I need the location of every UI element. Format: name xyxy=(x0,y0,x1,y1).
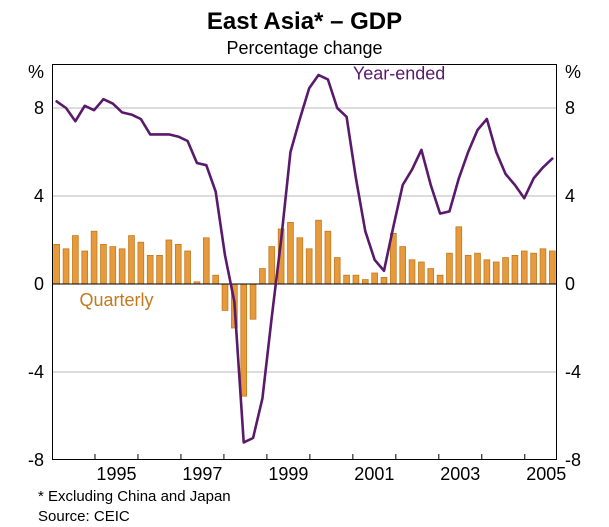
footnote-text: * Excluding China and Japan xyxy=(38,488,231,505)
y-tick-left: -8 xyxy=(0,451,44,469)
y-tick-left: 8 xyxy=(0,99,44,117)
chart-title: East Asia* – GDP xyxy=(0,8,609,36)
y-tick-right: -4 xyxy=(565,363,581,381)
chart-svg: Quarterly Year-ended xyxy=(52,64,557,460)
x-tick-year: 1995 xyxy=(96,464,136,485)
y-axis-unit-left: % xyxy=(0,62,44,83)
y-tick-left: -4 xyxy=(0,363,44,381)
y-axis-unit-right: % xyxy=(565,62,581,83)
x-tick-year: 1997 xyxy=(182,464,222,485)
y-tick-left: 0 xyxy=(0,275,44,293)
chart-container: East Asia* – GDP Percentage change % % Q… xyxy=(0,0,609,527)
y-tick-right: 8 xyxy=(565,99,575,117)
source-text: Source: CEIC xyxy=(38,508,130,525)
x-tick-year: 2003 xyxy=(440,464,480,485)
chart-subtitle: Percentage change xyxy=(0,38,609,59)
x-tick-year: 1999 xyxy=(268,464,308,485)
y-tick-right: -8 xyxy=(565,451,581,469)
x-tick-year: 2001 xyxy=(354,464,394,485)
y-tick-right: 0 xyxy=(565,275,575,293)
x-tick-year: 2005 xyxy=(526,464,566,485)
y-tick-left: 4 xyxy=(0,187,44,205)
y-tick-right: 4 xyxy=(565,187,575,205)
plot-area: Quarterly Year-ended xyxy=(52,64,557,460)
series-label-year-ended: Year-ended xyxy=(353,64,445,83)
series-label-quarterly: Quarterly xyxy=(79,290,153,310)
